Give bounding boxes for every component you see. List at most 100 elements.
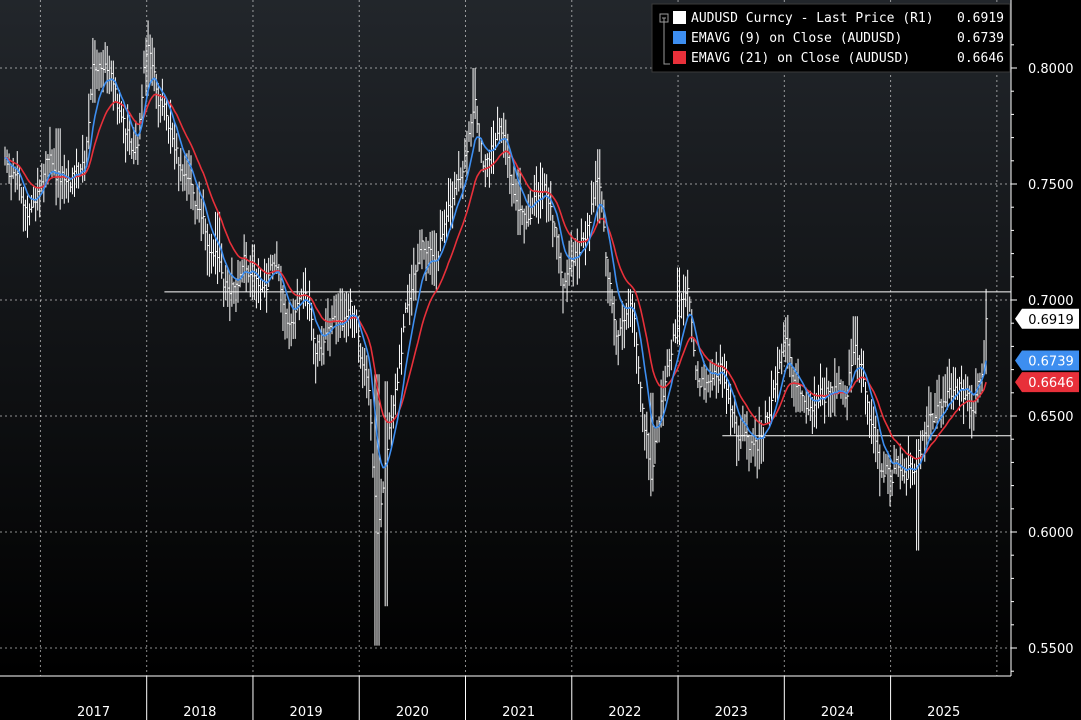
price-bar (883, 451, 886, 483)
price-bar (689, 296, 692, 312)
price-bar (153, 47, 157, 92)
ema-9-line (4, 77, 987, 472)
price-bar (609, 272, 613, 306)
price-bar (165, 99, 169, 131)
legend-value: 0.6739 (957, 31, 1004, 46)
price-bar (552, 214, 555, 248)
price-bar (323, 328, 326, 365)
price-bar (401, 327, 404, 375)
price-bar (554, 222, 557, 238)
y-tick-label: 0.7500 (1028, 178, 1074, 193)
legend-label: EMAVG (9) on Close (AUDUSD) (691, 31, 902, 46)
x-axis-band (0, 676, 1081, 720)
legend-swatch (673, 51, 686, 64)
legend-value: 0.6919 (957, 11, 1004, 26)
price-bar (176, 133, 179, 164)
price-bar (693, 338, 696, 357)
legend-collapse-icon[interactable] (659, 13, 669, 23)
price-bar (474, 68, 478, 120)
price-bar (67, 160, 71, 203)
x-axis: 2017 2018 2019 2020 2021 2022 2023 2024 2025 (0, 675, 1011, 720)
price-bar (777, 346, 780, 401)
last-value-badge-1: 0.6739 (1015, 350, 1079, 371)
price-bar (313, 328, 316, 365)
y-tick-label: 0.6500 (1028, 410, 1074, 425)
price-bar (589, 214, 592, 252)
x-tick-label-2017: 2017 (77, 705, 110, 720)
legend-item-0[interactable]: AUDUSD Curncy - Last Price (R1) 0.6919 (673, 11, 1004, 26)
x-tick-label-2023: 2023 (715, 705, 748, 720)
price-bar (421, 229, 424, 270)
badge-shape (1015, 308, 1079, 329)
price-bar (368, 368, 371, 406)
y-tick-label: 0.7000 (1028, 294, 1074, 309)
legend-label: EMAVG (21) on Close (AUDUSD) (691, 51, 910, 66)
price-bar (137, 135, 140, 165)
price-bar (864, 381, 868, 415)
price-bar (294, 300, 298, 339)
x-tick-label-2021: 2021 (502, 705, 535, 720)
ema-21-line (4, 93, 987, 460)
price-bar (642, 403, 645, 433)
y-tick-label: 0.6000 (1028, 526, 1074, 541)
price-bar (905, 457, 909, 496)
price-bar (386, 381, 390, 607)
price-bar (396, 367, 400, 391)
price-bar (192, 184, 196, 211)
price-bar (266, 263, 269, 313)
legend-swatch (673, 31, 686, 44)
y-tick-label: 0.5500 (1028, 642, 1074, 657)
price-bar (560, 252, 563, 287)
ema9-layer (4, 77, 987, 472)
price-bar (88, 93, 91, 150)
legend[interactable]: AUDUSD Curncy - Last Price (R1) 0.6919 EMA… (651, 3, 1011, 73)
price-bar (770, 370, 774, 424)
price-bar (370, 399, 373, 441)
legend-item-1[interactable]: EMAVG (9) on Close (AUDUSD) 0.6739 (673, 31, 1004, 46)
price-bar (699, 378, 702, 397)
y-tick-label: 0.8000 (1028, 62, 1074, 77)
price-bar (466, 130, 469, 181)
legend-item-2[interactable]: EMAVG (21) on Close (AUDUSD) 0.6646 (673, 51, 1004, 66)
y-axis: 0.5500 0.6000 0.6500 0.7000 0.7500 0.8000 (1010, 0, 1074, 676)
badge-shape (1015, 350, 1079, 371)
badge-shape (1015, 372, 1079, 393)
x-tick-label-2018: 2018 (183, 705, 216, 720)
legend-label: AUDUSD Curncy - Last Price (R1) (691, 11, 934, 26)
price-bar (613, 296, 617, 346)
price-bar (664, 365, 668, 402)
price-bar (599, 149, 602, 224)
price-bar (358, 316, 361, 363)
price-bar (985, 288, 989, 375)
legend-tree-connector (663, 18, 670, 65)
price-bar (891, 469, 895, 497)
legend-box (651, 3, 1011, 73)
price-bar (636, 332, 639, 374)
legend-swatch (673, 11, 686, 24)
price-bar (380, 478, 384, 528)
price-bar (415, 264, 418, 300)
price-bar (687, 269, 690, 317)
badge-value: 0.6646 (1028, 376, 1074, 391)
badge-value: 0.6919 (1028, 313, 1074, 328)
x-tick-label-2022: 2022 (608, 705, 641, 720)
plot-background (0, 0, 1011, 676)
price-bar (123, 108, 126, 144)
price-bar (202, 189, 206, 235)
ema21-layer (4, 93, 987, 460)
price-bar (311, 302, 314, 341)
price-bar (640, 381, 643, 412)
last-value-badges: 0.6919 0.6739 0.6646 (1015, 308, 1079, 393)
price-bar (652, 392, 655, 492)
x-tick-label-2025: 2025 (927, 705, 960, 720)
x-tick-label-2019: 2019 (290, 705, 323, 720)
price-bar (638, 356, 641, 385)
price-bar (801, 390, 805, 412)
price-bar (824, 377, 827, 424)
price-bars (4, 20, 989, 646)
last-value-badge-0: 0.6919 (1015, 308, 1079, 329)
x-tick-label-2020: 2020 (396, 705, 429, 720)
grid-lines (0, 0, 1011, 676)
price-bar (403, 314, 406, 333)
price-bar (670, 339, 674, 371)
